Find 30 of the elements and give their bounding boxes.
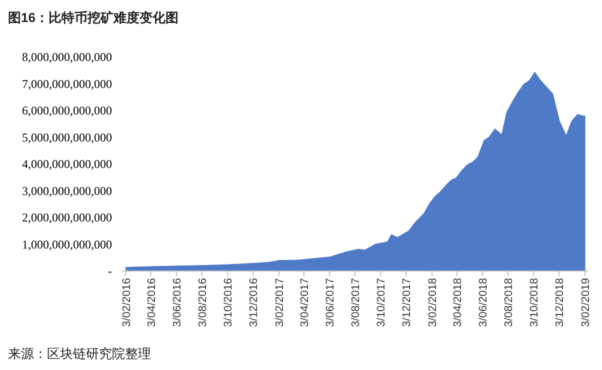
x-tick-label: 3/10/2017: [376, 278, 388, 327]
x-tick-label: 3/06/2016: [171, 278, 184, 327]
x-tick-label: 3/08/2017: [350, 278, 362, 327]
x-tick-label: 3/06/2017: [324, 278, 336, 327]
x-tick-label: 3/04/2017: [298, 278, 311, 327]
x-tick-label: 3/02/2017: [274, 278, 286, 327]
y-tick-label: 7,000,000,000,000: [22, 76, 112, 91]
y-tick-label: 6,000,000,000,000: [22, 104, 112, 118]
y-tick-label: -: [108, 264, 112, 278]
x-tick-label: 3/02/2019: [580, 278, 592, 327]
x-tick-label: 3/12/2017: [401, 278, 414, 327]
y-tick-label: 3,000,000,000,000: [22, 184, 112, 198]
x-tick-label: 3/06/2018: [477, 278, 490, 327]
y-tick-label: 5,000,000,000,000: [22, 130, 112, 144]
x-tick-label: 3/10/2018: [528, 278, 541, 327]
y-tick-label: 1,000,000,000,000: [22, 237, 112, 252]
x-tick-label: 3/12/2018: [554, 278, 566, 327]
y-tick-label: 4,000,000,000,000: [22, 157, 112, 171]
x-tick-label: 3/02/2018: [427, 278, 440, 327]
x-tick-label: 3/08/2016: [197, 278, 210, 327]
x-tick-label: 3/10/2016: [222, 278, 235, 327]
y-tick-label: 2,000,000,000,000: [22, 210, 112, 224]
x-tick-label: 3/02/2016: [120, 278, 133, 327]
chart-title: 图16：比特币挖矿难度变化图: [8, 10, 178, 25]
source-note: 来源：区块链研究院整理: [8, 346, 151, 361]
y-tick-label: 8,000,000,000,000: [22, 50, 112, 64]
x-tick-label: 3/04/2018: [452, 278, 464, 327]
x-tick-label: 3/08/2018: [502, 278, 515, 327]
x-tick-label: 3/04/2016: [146, 278, 158, 327]
x-tick-label: 3/12/2016: [248, 278, 260, 327]
